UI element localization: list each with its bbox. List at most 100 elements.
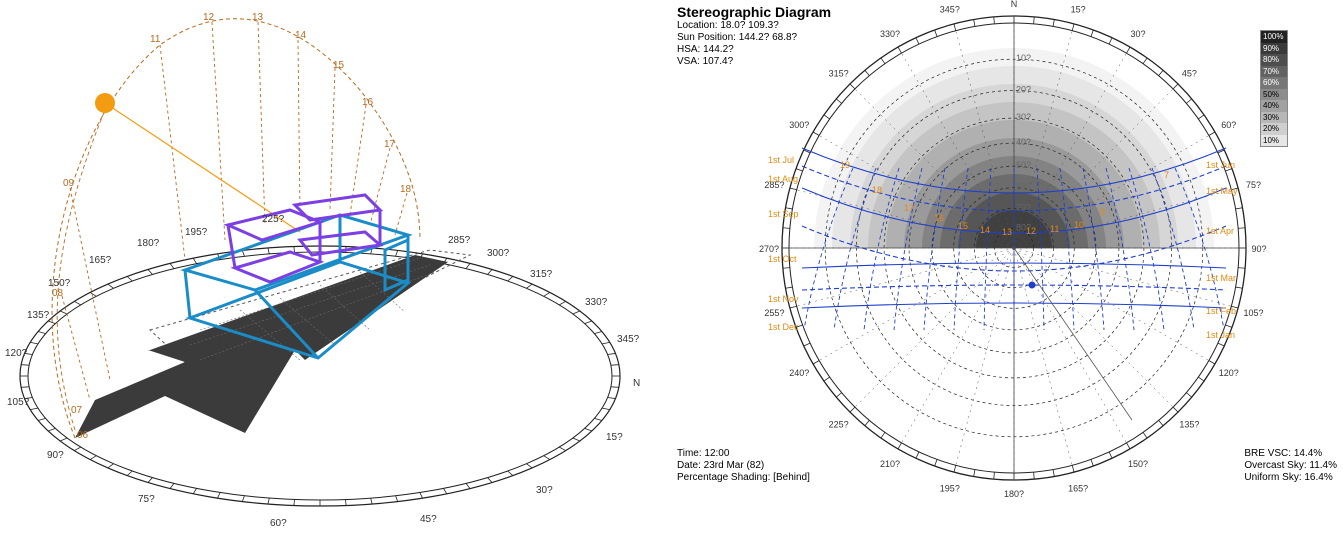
hour-label: 11 xyxy=(150,34,161,45)
month-label: 1st May xyxy=(1206,186,1238,196)
hour-label: 17 xyxy=(384,139,396,150)
altitude-label: 50? xyxy=(1016,160,1031,170)
legend-swatch: 100% xyxy=(1261,31,1287,43)
legend-swatch: 60% xyxy=(1261,77,1287,89)
ring-label: 105? xyxy=(7,397,30,408)
azimuth-label: 300? xyxy=(789,120,809,130)
month-label: 1st Feb xyxy=(1206,306,1236,316)
hour-labels: 11 12 13 14 15 16 17 18 09 08 07 06 xyxy=(52,12,412,441)
sun-hour-label: 12 xyxy=(1026,226,1036,236)
sun-position-text: Sun Position: 144.2? 68.8? xyxy=(677,32,798,43)
sun-hour-label: 11 xyxy=(1050,224,1059,234)
sun-path-arc-left xyxy=(56,109,106,431)
legend-swatch: 70% xyxy=(1261,65,1287,77)
sun-marker[interactable] xyxy=(1028,281,1036,289)
azimuth-label: 210? xyxy=(880,459,900,469)
ring-label: 300? xyxy=(487,248,510,259)
ring-label: N xyxy=(633,378,640,389)
azimuth-label: 165? xyxy=(1068,484,1088,494)
azimuth-label: 15? xyxy=(1071,4,1086,14)
azimuth-label: 30? xyxy=(1130,29,1145,39)
ring-label: 195? xyxy=(185,227,208,238)
ring-label: 315? xyxy=(530,269,553,280)
month-label: 1st Apr xyxy=(1206,226,1234,236)
hour-label: 12 xyxy=(203,12,215,23)
month-label: 1st Jun xyxy=(1206,160,1235,170)
sun-path-arc xyxy=(51,18,421,439)
month-label: 1st Aug xyxy=(768,174,798,184)
ring-label: 180? xyxy=(137,238,160,249)
azimuth-label: 90? xyxy=(1251,244,1266,254)
azimuth-label: 285? xyxy=(764,180,784,190)
legend-swatch: 50% xyxy=(1261,88,1287,100)
vsa-text: VSA: 107.4? xyxy=(677,56,734,67)
legend-swatch: 20% xyxy=(1261,123,1287,135)
month-label: 1st Sep xyxy=(768,209,799,219)
azimuth-label: 270? xyxy=(759,244,779,254)
legend-swatch: 40% xyxy=(1261,100,1287,112)
azimuth-label: 135? xyxy=(1179,419,1199,429)
diagram-title: Stereographic Diagram xyxy=(677,4,832,20)
hour-label: 07 xyxy=(71,405,83,416)
hour-label: 06 xyxy=(77,430,89,441)
ring-label: 45? xyxy=(420,514,437,525)
ring-label: 285? xyxy=(448,235,471,246)
altitude-label: 60? xyxy=(1016,182,1031,192)
month-label: 1st Nov xyxy=(768,294,799,304)
date-text: Date: 23rd Mar (82) xyxy=(677,460,765,471)
sun-azimuth-line xyxy=(1013,247,1133,421)
sun-hour-label: 9 xyxy=(1100,207,1105,217)
legend-swatch: 30% xyxy=(1261,111,1287,123)
altitude-label: 70? xyxy=(1016,202,1031,212)
stereographic-panel[interactable]: Stereographic Diagram Location: 18.0? 10… xyxy=(672,0,1343,531)
ring-label: 150? xyxy=(48,278,71,289)
ring-label: 75? xyxy=(138,494,155,505)
bre-vsc-text: BRE VSC: 14.4% xyxy=(1244,448,1323,459)
azimuth-label: 330? xyxy=(880,29,900,39)
ring-label: 60? xyxy=(270,518,287,529)
ring-label: 135? xyxy=(27,310,50,321)
hour-label: 08 xyxy=(52,288,64,299)
azimuth-label: 120? xyxy=(1219,368,1239,378)
building-purple[interactable] xyxy=(223,193,384,284)
ring-label: 15? xyxy=(606,432,623,443)
azimuth-label: 225? xyxy=(829,419,849,429)
sun-hour-label: 13 xyxy=(1002,227,1012,237)
ring-label: 90? xyxy=(47,450,64,461)
hour-label: 09 xyxy=(63,178,75,189)
compass-ticks xyxy=(20,246,620,506)
altitude-label: 10? xyxy=(1016,53,1031,63)
azimuth-label: 255? xyxy=(764,308,784,318)
sun-icon[interactable] xyxy=(95,93,115,113)
sun-hour-label: 16 xyxy=(934,213,944,223)
altitude-label: 40? xyxy=(1016,137,1031,147)
azimuth-label: 150? xyxy=(1128,459,1148,469)
altitude-label: 80? xyxy=(1016,222,1031,232)
azimuth-label: 105? xyxy=(1244,308,1264,318)
hour-label: 14 xyxy=(295,30,307,41)
sun-hour-label: 14 xyxy=(980,225,990,235)
legend-swatch: 90% xyxy=(1261,42,1287,54)
sun-hour-label: 7 xyxy=(1164,170,1169,180)
month-label: 1st Jan xyxy=(1206,330,1235,340)
ring-labels: 90? 75? 60? 45? 30? 15? N 345? 330? 315? 300? 285? 1… xyxy=(5,214,640,529)
azimuth-label: 45? xyxy=(1182,69,1197,79)
sun-hour-label: 18 xyxy=(872,185,882,195)
sun-hour-label: 15 xyxy=(958,221,968,231)
azimuth-label: 195? xyxy=(940,484,960,494)
uniform-sky-text: Uniform Sky: 16.4% xyxy=(1244,472,1333,483)
ring-label: 345? xyxy=(617,334,640,345)
overcast-sky-text: Overcast Sky: 11.4% xyxy=(1244,460,1337,471)
ring-label: 120? xyxy=(5,348,28,359)
hour-label: 15 xyxy=(333,60,345,71)
perspective-view[interactable]: 11 12 13 14 15 16 17 18 09 08 07 06 90? 75? 60? 45? 30?… xyxy=(0,0,670,531)
ground-shadow xyxy=(75,255,448,438)
altitude-label: 30? xyxy=(1016,112,1031,122)
location-text: Location: 18.0? 109.3? xyxy=(677,20,779,31)
time-text: Time: 12:00 xyxy=(677,448,730,459)
hour-label: 16 xyxy=(362,97,374,108)
legend-swatch: 80% xyxy=(1261,54,1287,66)
month-label: 1st Jul xyxy=(768,155,794,165)
shading-legend: 100% 90% 80% 70% 60% 50% 40% 30% 20% 10% xyxy=(1260,30,1288,147)
azimuth-label: 345? xyxy=(940,4,960,14)
